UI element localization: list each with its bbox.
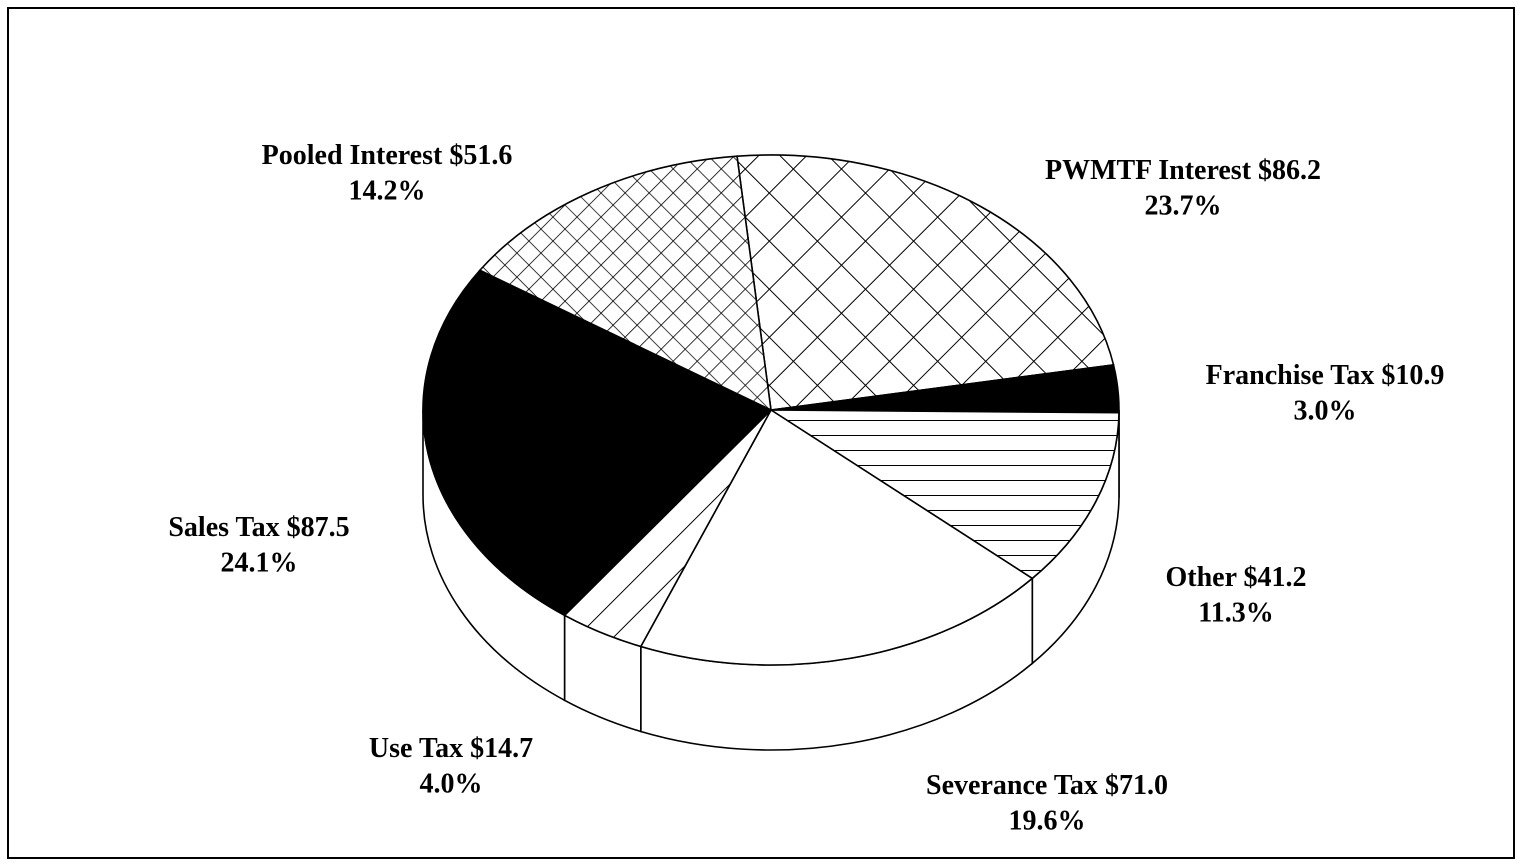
frame [7, 7, 1515, 859]
amount-label: $41.2 [1244, 562, 1307, 593]
slice-label: Sales Tax $87.5 [168, 512, 349, 543]
category-label: Severance Tax [926, 770, 1098, 801]
category-label: PWMTF Interest [1045, 155, 1252, 186]
pie-slice [478, 155, 772, 412]
category-label: Use Tax [369, 733, 463, 764]
pie-slice [422, 269, 773, 617]
percent-label: 4.0% [420, 768, 483, 799]
amount-label: $51.6 [449, 140, 512, 171]
category-label: Pooled Interest [262, 140, 443, 171]
percent-label: 11.3% [1198, 597, 1273, 628]
slice-label: PWMTF Interest $86.2 [1045, 155, 1321, 186]
percent-label: 14.2% [349, 175, 426, 206]
percent-label: 3.0% [1294, 395, 1357, 426]
pie-slice [736, 154, 1115, 411]
amount-label: $87.5 [287, 512, 350, 543]
percent-label: 24.1% [221, 547, 298, 578]
slice-label: Other $41.2 [1165, 562, 1306, 593]
pie-slice [768, 409, 1120, 580]
amount-label: $14.7 [470, 733, 533, 764]
percent-label: 19.6% [1009, 805, 1086, 836]
category-label: Other [1165, 562, 1236, 593]
slice-label: Franchise Tax $10.9 [1206, 360, 1445, 391]
slice-label: Use Tax $14.7 [369, 733, 533, 764]
pie-slice [639, 408, 1034, 666]
category-label: Sales Tax [168, 512, 279, 543]
category-label: Franchise Tax [1206, 360, 1375, 391]
slice-label: Severance Tax $71.0 [926, 770, 1168, 801]
amount-label: $86.2 [1258, 155, 1321, 186]
amount-label: $71.0 [1105, 770, 1168, 801]
slice-label: Pooled Interest $51.6 [262, 140, 513, 171]
percent-label: 23.7% [1145, 190, 1222, 221]
amount-label: $10.9 [1381, 360, 1444, 391]
